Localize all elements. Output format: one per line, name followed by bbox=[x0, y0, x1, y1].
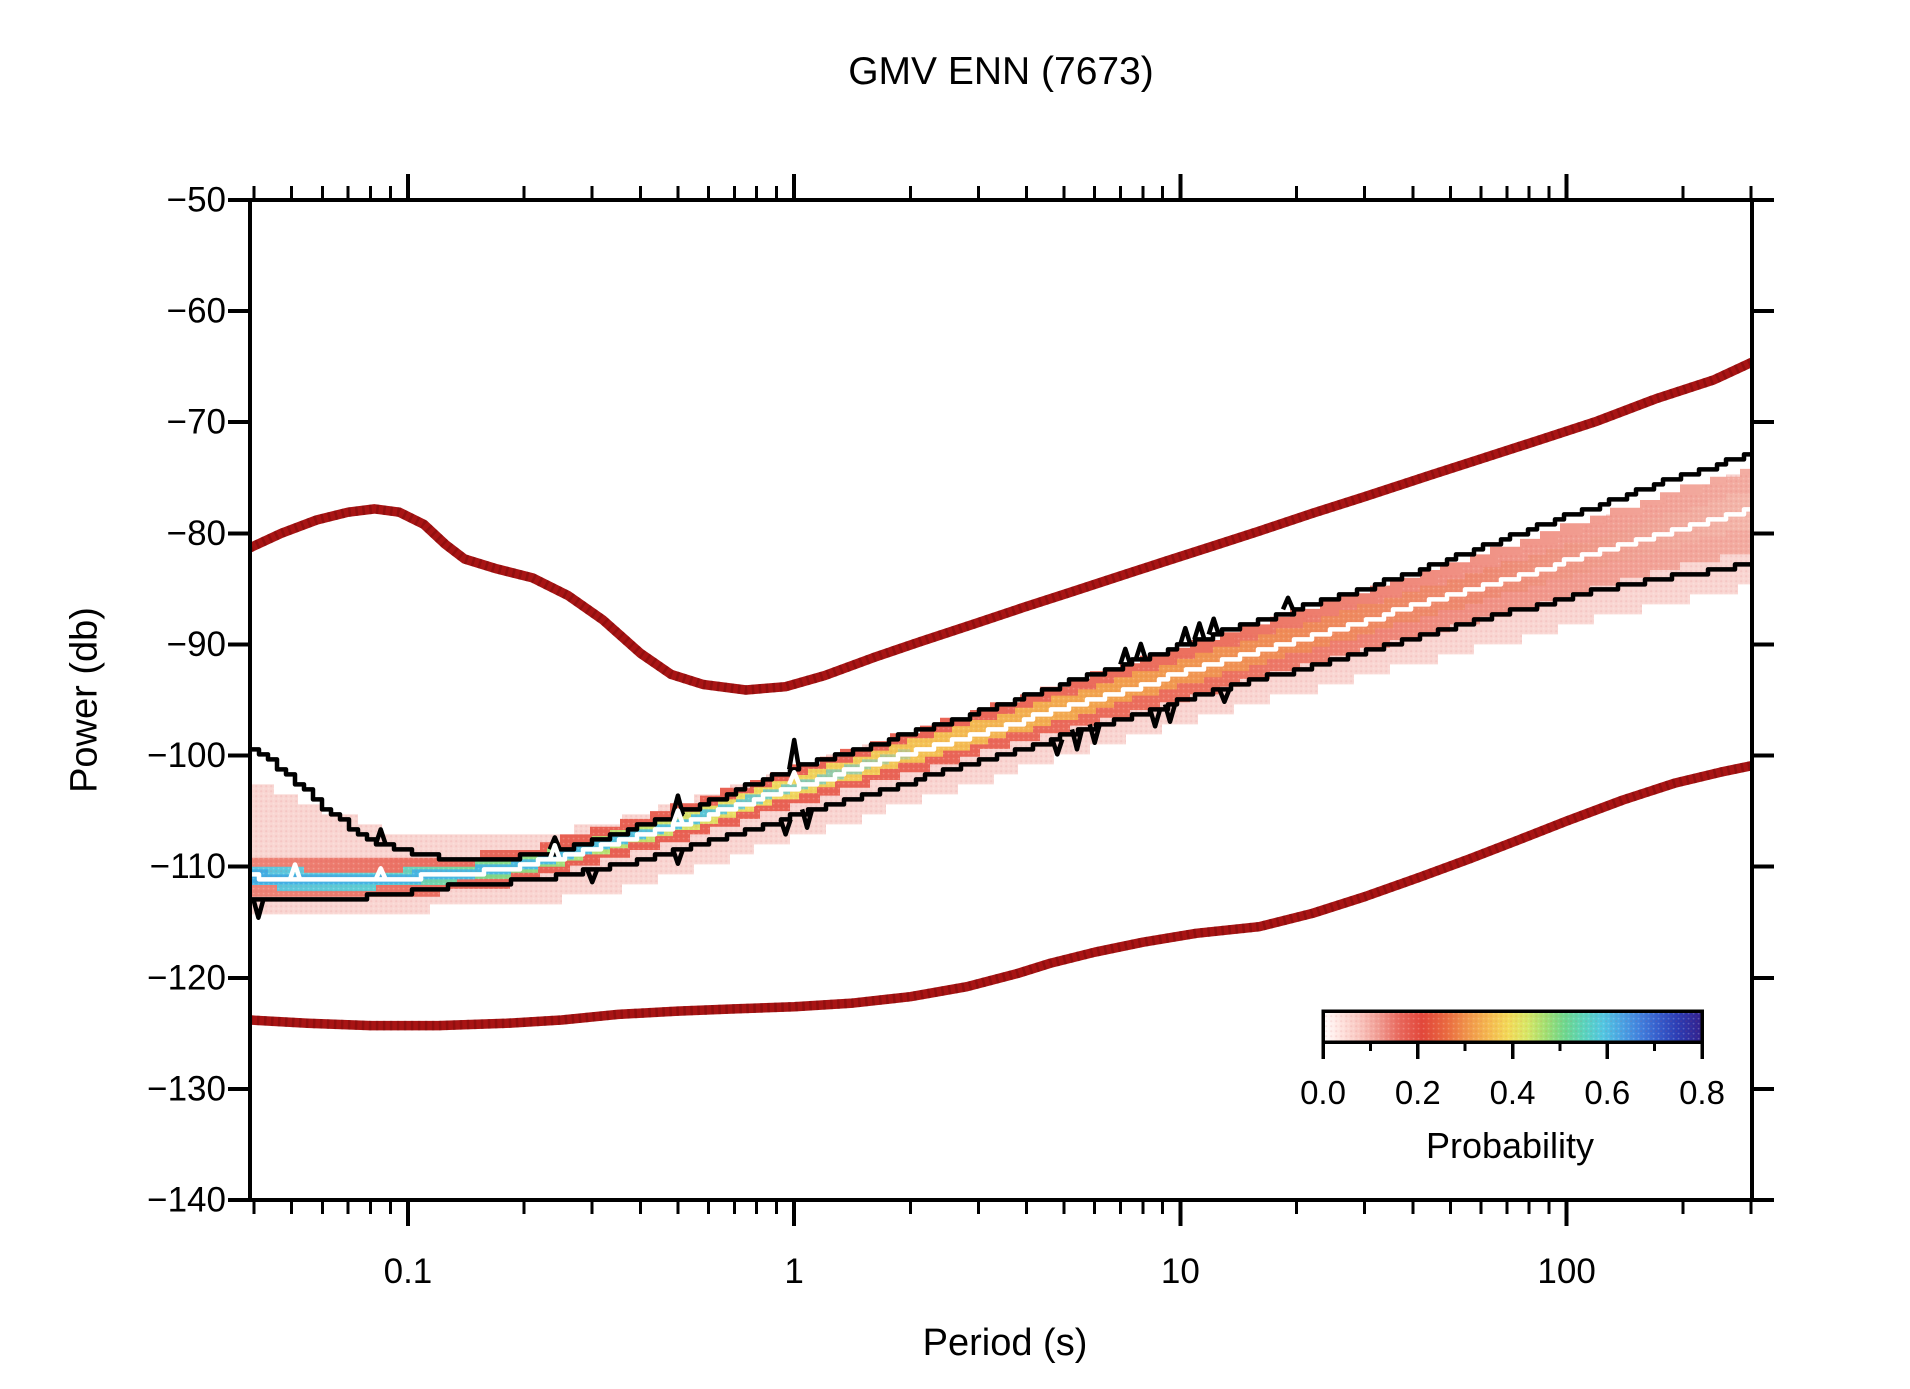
colorbar-tick-label: 0.0 bbox=[1300, 1074, 1346, 1111]
axes: −140 −130 −120 −110 −100 −90 −80 −70 −60 −50 0.1 1 1… bbox=[147, 174, 1774, 1291]
x-tick-label: 0.1 bbox=[384, 1252, 433, 1291]
y-tick-label: −100 bbox=[147, 736, 226, 775]
y-tick-label: −130 bbox=[147, 1069, 226, 1108]
colorbar: 0.0 0.2 0.4 0.6 0.8 Probability bbox=[1300, 1009, 1725, 1166]
x-tick-label: 100 bbox=[1537, 1252, 1595, 1291]
mode-line bbox=[250, 507, 1752, 882]
y-tick-label: −140 bbox=[147, 1181, 226, 1220]
colorbar-tick-label: 0.8 bbox=[1679, 1074, 1725, 1111]
y-tick-label: −90 bbox=[167, 625, 226, 664]
y-tick-label: −120 bbox=[147, 958, 226, 997]
x-tick-label: 10 bbox=[1161, 1252, 1200, 1291]
y-tick-label: −60 bbox=[167, 292, 226, 331]
chart-title: GMV ENN (7673) bbox=[848, 50, 1154, 93]
x-axis-label: Period (s) bbox=[922, 1322, 1088, 1364]
noise-model-curves bbox=[250, 357, 1752, 1031]
colorbar-tick-label: 0.6 bbox=[1584, 1074, 1630, 1111]
pdf-lines bbox=[250, 452, 1752, 920]
y-tick-label: −70 bbox=[167, 403, 226, 442]
y-tick-label: −50 bbox=[167, 181, 226, 220]
noise-model-high-curve bbox=[250, 357, 1752, 695]
y-tick-label: −80 bbox=[167, 514, 226, 553]
colorbar-tick-label: 0.4 bbox=[1490, 1074, 1536, 1111]
x-tick-label: 1 bbox=[784, 1252, 803, 1291]
envelope-lower-line bbox=[250, 562, 1752, 920]
colorbar-label: Probability bbox=[1426, 1125, 1594, 1166]
envelope-upper-line bbox=[250, 452, 1752, 862]
y-tick-label: −110 bbox=[150, 847, 226, 886]
colorbar-tick-label: 0.2 bbox=[1395, 1074, 1441, 1111]
